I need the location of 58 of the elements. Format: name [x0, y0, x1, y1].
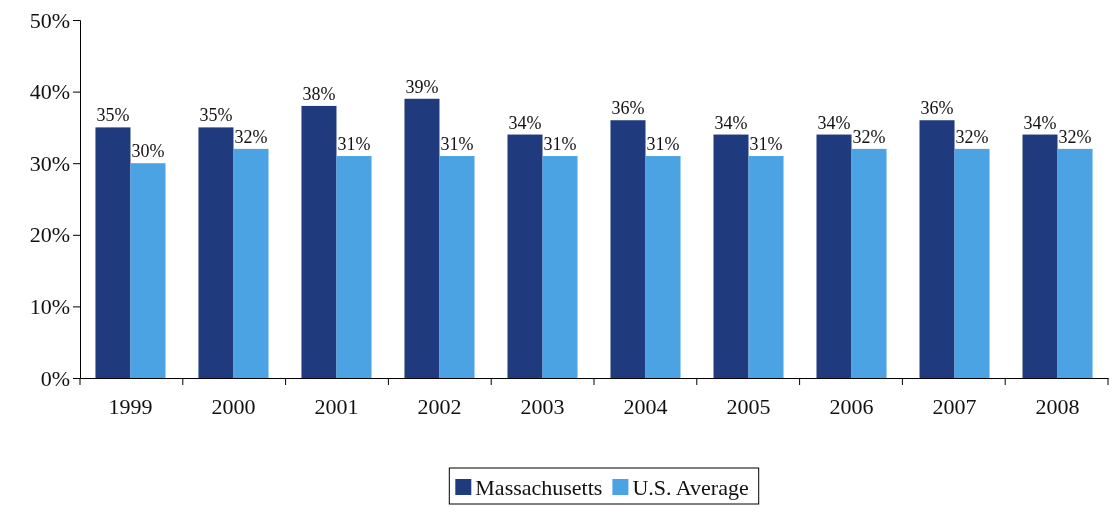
- bar: [748, 156, 784, 378]
- bar: [816, 134, 852, 378]
- y-tick-label: 10%: [29, 293, 70, 319]
- x-tick-label: 2001: [314, 393, 359, 419]
- bar: [610, 120, 646, 378]
- x-tick-label: 2004: [623, 393, 668, 419]
- x-tick-label: 2003: [520, 393, 565, 419]
- y-tick-label: 0%: [40, 365, 70, 391]
- bar: [919, 120, 955, 378]
- bar: [404, 98, 440, 378]
- bar: [507, 134, 543, 378]
- y-tick-label: 50%: [29, 7, 70, 33]
- legend-label: Massachusetts: [475, 475, 603, 500]
- data-label: 39%: [405, 76, 439, 97]
- x-tick-label: 2005: [726, 393, 771, 419]
- bar: [301, 105, 337, 378]
- x-tick-label: 2007: [932, 393, 977, 419]
- bar: [198, 127, 234, 378]
- data-label: 36%: [920, 98, 954, 119]
- data-label: 32%: [852, 126, 886, 147]
- bar: [233, 148, 269, 378]
- data-label: 32%: [1058, 126, 1092, 147]
- x-tick-label: 2006: [829, 393, 874, 419]
- y-tick-label: 40%: [29, 79, 70, 105]
- bar: [954, 148, 990, 378]
- data-label: 34%: [714, 112, 748, 133]
- data-label: 32%: [234, 126, 268, 147]
- x-tick-label: 1999: [108, 393, 153, 419]
- bar: [645, 156, 681, 378]
- bar: [851, 148, 887, 378]
- legend-label: U.S. Average: [632, 475, 749, 500]
- data-label: 30%: [131, 141, 165, 162]
- data-label: 35%: [96, 105, 130, 126]
- data-label: 34%: [508, 112, 542, 133]
- bar: [1022, 134, 1058, 378]
- data-label: 31%: [749, 134, 783, 155]
- bar: [713, 134, 749, 378]
- bar: [95, 127, 131, 378]
- x-tick-label: 2008: [1035, 393, 1080, 419]
- bar: [130, 163, 166, 378]
- bar: [1057, 148, 1093, 378]
- bar: [439, 156, 475, 378]
- data-label: 31%: [543, 134, 577, 155]
- data-label: 31%: [440, 134, 474, 155]
- x-tick-label: 2002: [417, 393, 462, 419]
- x-tick-label: 2000: [211, 393, 256, 419]
- data-label: 31%: [646, 134, 680, 155]
- y-tick-label: 30%: [29, 150, 70, 176]
- data-label: 36%: [611, 98, 645, 119]
- data-label: 34%: [1023, 112, 1057, 133]
- data-label: 38%: [302, 83, 336, 104]
- bar: [542, 156, 578, 378]
- data-label: 32%: [955, 126, 989, 147]
- bar: [336, 156, 372, 378]
- data-label: 31%: [337, 134, 371, 155]
- data-label: 34%: [817, 112, 851, 133]
- y-tick-label: 20%: [29, 222, 70, 248]
- data-label: 35%: [199, 105, 233, 126]
